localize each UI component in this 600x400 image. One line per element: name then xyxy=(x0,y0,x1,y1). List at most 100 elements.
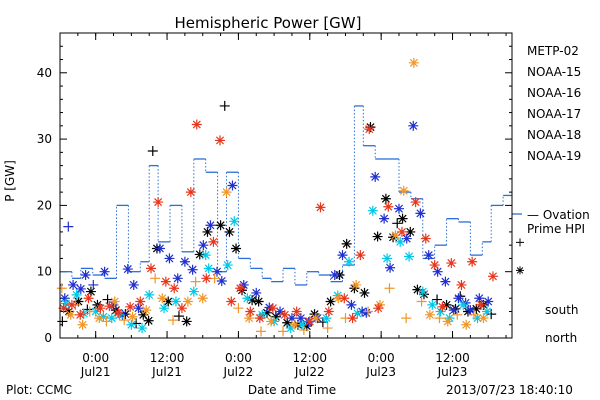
data-point xyxy=(173,311,184,322)
data-point xyxy=(420,233,431,244)
y-tick-label: 30 xyxy=(37,132,52,146)
data-point xyxy=(397,213,408,224)
legend-entry: NOAA-16 xyxy=(527,86,581,100)
data-point xyxy=(233,303,244,314)
data-point xyxy=(444,313,455,324)
data-point xyxy=(467,256,478,267)
data-point xyxy=(245,306,256,317)
data-point xyxy=(383,201,394,212)
legend-entry: NOAA-19 xyxy=(527,149,581,163)
data-point xyxy=(159,303,170,314)
legend-entry: NOAA-18 xyxy=(527,128,581,142)
x-tick-date: Jul22 xyxy=(294,365,325,379)
data-point xyxy=(154,243,165,254)
data-point xyxy=(476,299,487,310)
symbol-legend: south north xyxy=(516,238,579,345)
data-point xyxy=(257,309,268,320)
x-tick-time: 0:00 xyxy=(82,351,109,365)
data-point xyxy=(251,287,262,298)
data-point xyxy=(60,298,71,309)
data-point xyxy=(474,293,485,304)
data-point xyxy=(80,270,91,281)
data-point xyxy=(323,306,334,317)
legend-entry: NOAA-17 xyxy=(527,107,581,121)
data-point xyxy=(163,296,174,307)
ovation-legend-line2: Prime HPI xyxy=(527,222,585,236)
data-point xyxy=(278,326,289,337)
data-point xyxy=(205,220,216,231)
data-point xyxy=(242,293,253,304)
data-point xyxy=(344,256,355,267)
ovation-legend: — Ovation Prime HPI xyxy=(527,208,590,236)
x-tick-time: 12:00 xyxy=(292,351,327,365)
data-point xyxy=(235,283,246,294)
data-point xyxy=(322,323,333,334)
data-point xyxy=(337,250,348,261)
data-point xyxy=(109,296,120,307)
data-point xyxy=(71,289,82,300)
data-point xyxy=(468,309,479,320)
data-point xyxy=(191,119,202,130)
data-point xyxy=(266,316,277,327)
data-point xyxy=(222,260,233,271)
legend-entry: METP-02 xyxy=(527,44,579,58)
data-point xyxy=(84,306,95,317)
symbol-legend-label: south xyxy=(545,303,579,317)
data-point xyxy=(452,309,463,320)
data-point xyxy=(301,321,312,332)
data-point xyxy=(465,305,476,316)
data-point xyxy=(57,316,68,327)
data-point xyxy=(135,296,146,307)
data-point xyxy=(367,205,378,216)
data-point xyxy=(77,319,88,330)
x-tick-time: 12:00 xyxy=(150,351,185,365)
data-point xyxy=(219,100,230,111)
data-point xyxy=(198,240,209,251)
data-point xyxy=(405,226,416,237)
data-point xyxy=(113,307,124,318)
x-tick-date: Jul21 xyxy=(80,365,111,379)
data-point xyxy=(461,319,472,330)
data-point xyxy=(256,326,267,337)
data-point xyxy=(382,253,393,264)
data-point xyxy=(261,307,272,318)
data-point xyxy=(90,306,101,317)
data-point xyxy=(410,197,421,208)
x-tick-time: 0:00 xyxy=(368,351,395,365)
data-point xyxy=(144,289,155,300)
data-point xyxy=(126,319,137,330)
symbol-legend-marker xyxy=(516,266,525,275)
data-point xyxy=(458,299,469,310)
data-point xyxy=(374,299,385,310)
data-point xyxy=(270,311,281,322)
data-point xyxy=(104,301,115,312)
data-point xyxy=(247,295,258,306)
data-point xyxy=(417,286,428,297)
data-point xyxy=(429,260,440,271)
data-point xyxy=(435,306,446,317)
data-point xyxy=(200,250,211,261)
x-tick-date: Jul23 xyxy=(437,365,468,379)
data-point xyxy=(315,202,326,213)
data-point xyxy=(65,309,76,320)
data-point xyxy=(304,316,315,327)
data-point xyxy=(221,187,232,198)
data-point xyxy=(244,313,255,324)
data-point xyxy=(341,238,352,249)
data-point xyxy=(415,208,426,219)
data-point xyxy=(181,316,192,327)
data-point xyxy=(453,293,464,304)
data-point xyxy=(357,306,368,317)
data-point xyxy=(482,306,493,317)
data-point xyxy=(214,135,225,146)
data-point xyxy=(282,317,293,328)
symbol-legend-label: north xyxy=(545,331,577,345)
ovation-hpi-line xyxy=(60,105,522,286)
data-point xyxy=(440,276,451,287)
data-point xyxy=(392,218,403,229)
data-point xyxy=(361,307,372,318)
data-point xyxy=(418,289,429,300)
data-point xyxy=(363,306,374,317)
data-point xyxy=(372,231,383,242)
